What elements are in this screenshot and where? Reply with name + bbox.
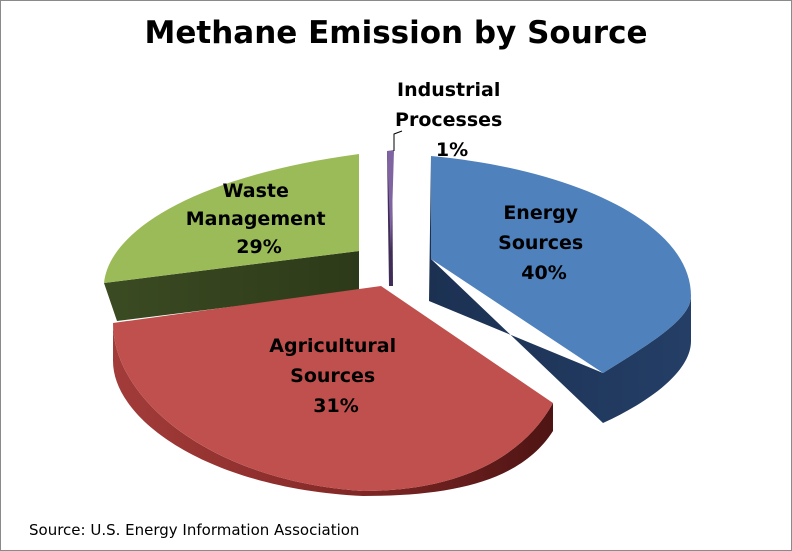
label-waste-line1: Waste <box>222 180 288 202</box>
source-note: Source: U.S. Energy Information Associat… <box>29 521 360 539</box>
label-energy-value: 40% <box>521 262 566 284</box>
slice-industrial-processes <box>387 150 394 286</box>
slice-energy-sources <box>429 156 691 423</box>
label-waste-line2: Management <box>186 208 326 230</box>
label-waste-value: 29% <box>236 236 281 258</box>
slice-agricultural-sources <box>113 286 553 496</box>
label-industrial-line1: Industrial <box>397 79 500 101</box>
slice-energy-sources-side <box>429 156 691 423</box>
label-industrial-line2: Processes <box>395 109 502 131</box>
label-energy-sources: Energy Sources 40% <box>498 202 590 284</box>
label-waste-management: Waste Management 29% <box>186 180 332 258</box>
label-agricultural-line2: Sources <box>290 365 375 387</box>
slice-agricultural-sources-top <box>113 286 553 491</box>
slice-industrial-processes-top <box>387 150 394 251</box>
label-industrial-value: 1% <box>436 139 468 161</box>
slice-energy-sources-top <box>431 156 691 373</box>
slice-waste-management-top <box>104 154 359 283</box>
label-agricultural-line1: Agricultural <box>269 335 396 357</box>
label-agricultural-sources: Agricultural Sources 31% <box>269 335 402 417</box>
label-energy-line1: Energy <box>503 202 578 224</box>
label-energy-line2: Sources <box>498 232 583 254</box>
label-agricultural-value: 31% <box>313 395 358 417</box>
slice-waste-management <box>104 154 359 321</box>
label-industrial-processes: Industrial Processes 1% <box>395 79 509 161</box>
chart-title: Methane Emission by Source <box>144 15 648 51</box>
leader-line-industrial <box>393 130 403 151</box>
slice-waste-management-side <box>104 251 359 321</box>
